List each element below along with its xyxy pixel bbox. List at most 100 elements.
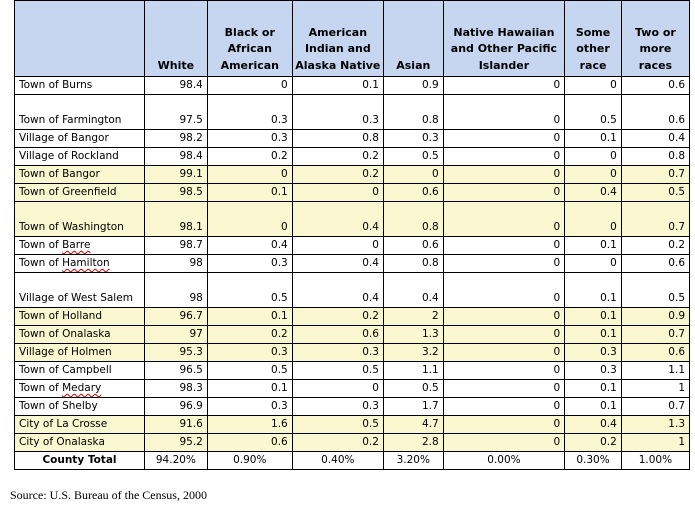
value-cell: 2 [382,307,444,326]
value-cell: 98 [143,272,208,308]
value-cell: 0.5 [291,415,384,434]
value-cell: 0.3 [206,254,293,273]
value-cell: 0.3 [291,397,384,416]
value-cell: 0 [442,397,566,416]
value-cell: 0.2 [206,147,293,166]
value-cell: 0.6 [382,236,444,255]
value-cell: 98.2 [143,129,208,148]
total-value-cell: 0.90% [206,451,293,470]
value-cell: 0.3 [206,129,293,148]
municipality-name: Town of Hamilton [14,254,145,273]
value-cell: 0 [564,147,622,166]
value-cell: 0.1 [564,307,622,326]
municipality-name: Town of Farmington [14,94,145,130]
table-row: Town of Barre 98.7 0.4 0 0.6 0 0.1 0.2 [14,236,691,255]
value-cell: 0.1 [206,307,293,326]
value-cell: 0.3 [564,343,622,362]
table-row: Town of Greenfield 98.5 0.1 0 0.6 0 0.4 0.5 [14,183,691,202]
table-row: Town of Holland 96.7 0.1 0.2 2 0 0.1 0.9 [14,307,691,326]
municipality-name: Town of Barre [14,236,145,255]
value-cell: 0 [442,129,566,148]
value-cell: 0 [442,272,566,308]
value-cell: 97.5 [143,94,208,130]
value-cell: 0.8 [382,254,444,273]
value-cell: 0.6 [291,325,384,344]
value-cell: 0.1 [564,325,622,344]
value-cell: 0.3 [291,343,384,362]
value-cell: 0.1 [206,183,293,202]
table-row: City of Onalaska 95.2 0.6 0.2 2.8 0 0.2 1 [14,433,691,452]
value-cell: 0 [442,165,566,184]
table-row: Town of Burns 98.4 0 0.1 0.9 0 0 0.6 [14,76,691,95]
municipality-name: Town of Shelby [14,397,145,416]
municipality-name: Town of Bangor [14,165,145,184]
total-value-cell: 94.20% [143,451,208,470]
municipality-name: Village of Bangor [14,129,145,148]
value-cell: 0.1 [564,236,622,255]
value-cell: 0.4 [564,183,622,202]
value-cell: 2.8 [382,433,444,452]
value-cell: 1.6 [206,415,293,434]
value-cell: 0.1 [564,272,622,308]
value-cell: 0.7 [620,165,691,184]
value-cell: 1.3 [620,415,691,434]
value-cell: 96.5 [143,361,208,380]
value-cell: 98 [143,254,208,273]
table-row: Village of Rockland 98.4 0.2 0.2 0.5 0 0 0.8 [14,147,691,166]
value-cell: 0 [564,165,622,184]
table-row: Town of Shelby 96.9 0.3 0.3 1.7 0 0.1 0.7 [14,397,691,416]
value-cell: 0 [442,325,566,344]
municipality-name: Town of Onalaska [14,325,145,344]
table-row: Town of Bangor 99.1 0 0.2 0 0 0 0.7 [14,165,691,184]
total-value-cell: 1.00% [620,451,691,470]
table-row: Village of Holmen 95.3 0.3 0.3 3.2 0 0.3 0.6 [14,343,691,362]
race-composition-table: White Black or African American American… [14,0,691,470]
value-cell: 0.6 [382,183,444,202]
value-cell: 0.7 [620,325,691,344]
value-cell: 0 [442,307,566,326]
value-cell: 1.7 [382,397,444,416]
total-value-cell: 0.40% [291,451,384,470]
value-cell: 0.4 [620,129,691,148]
value-cell: 98.1 [143,201,208,237]
table-row: Town of Onalaska 97 0.2 0.6 1.3 0 0.1 0.7 [14,325,691,344]
table-row: Village of Bangor 98.2 0.3 0.8 0.3 0 0.1 0.4 [14,129,691,148]
spellcheck-mark: Hamilton [62,257,110,269]
value-cell: 0.1 [564,397,622,416]
value-cell: 0.8 [620,147,691,166]
total-value-cell: 0.00% [442,451,566,470]
municipality-name: City of Onalaska [14,433,145,452]
value-cell: 0 [442,433,566,452]
column-header-black: Black or African American [206,0,293,77]
spellcheck-mark: Barre [62,239,91,251]
value-cell: 0.5 [382,147,444,166]
value-cell: 0.9 [382,76,444,95]
county-total-row: County Total 94.20% 0.90% 0.40% 3.20% 0.00% 0.… [14,451,691,470]
value-cell: 97 [143,325,208,344]
value-cell: 0.3 [382,129,444,148]
value-cell: 95.3 [143,343,208,362]
value-cell: 0 [291,379,384,398]
value-cell: 0.5 [206,272,293,308]
value-cell: 1 [620,433,691,452]
municipality-name: Town of Greenfield [14,183,145,202]
value-cell: 0 [442,76,566,95]
table-row: Town of Washington 98.1 0 0.4 0.8 0 0 0.7 [14,201,691,237]
value-cell: 1 [620,379,691,398]
value-cell: 1.1 [382,361,444,380]
column-header-white: White [143,0,208,77]
municipality-name: Town of Holland [14,307,145,326]
value-cell: 95.2 [143,433,208,452]
value-cell: 0 [564,76,622,95]
value-cell: 3.2 [382,343,444,362]
value-cell: 0.4 [206,236,293,255]
table-row: City of La Crosse 91.6 1.6 0.5 4.7 0 0.4 1.3 [14,415,691,434]
column-header-asian: Asian [382,0,444,77]
value-cell: 0 [206,165,293,184]
table-row: Town of Medary 98.3 0.1 0 0.5 0 0.1 1 [14,379,691,398]
value-cell: 0.3 [206,343,293,362]
value-cell: 0.5 [382,379,444,398]
column-header-pacific-islander: Native Hawaiian and Other Pacific Island… [442,0,566,77]
value-cell: 98.4 [143,147,208,166]
value-cell: 0.4 [564,415,622,434]
